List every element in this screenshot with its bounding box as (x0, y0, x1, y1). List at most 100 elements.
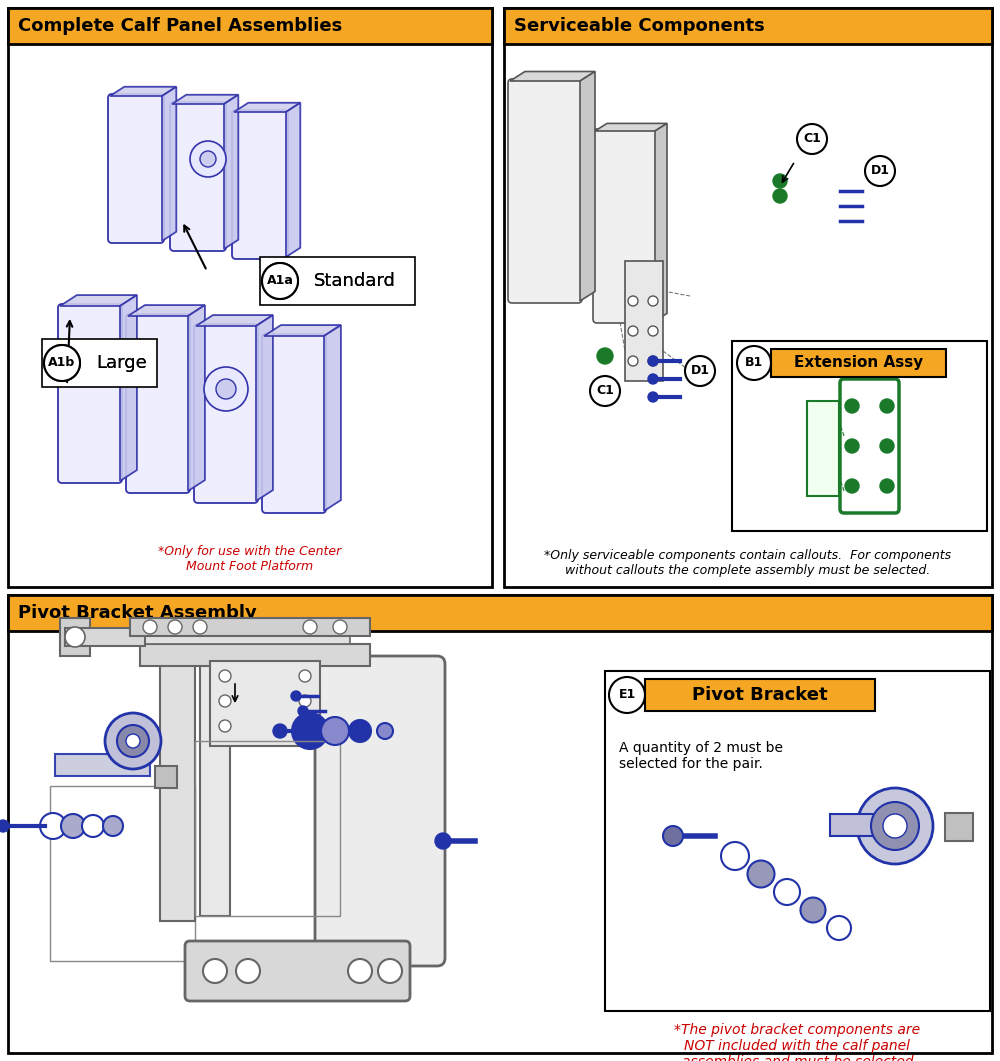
Circle shape (597, 348, 613, 364)
FancyBboxPatch shape (593, 129, 657, 323)
Circle shape (203, 959, 227, 982)
Circle shape (883, 814, 907, 838)
Text: Pivot Bracket Assembly: Pivot Bracket Assembly (18, 604, 257, 622)
FancyBboxPatch shape (58, 305, 122, 483)
Circle shape (648, 356, 658, 366)
Text: *Only serviceable components contain callouts.  For components
without callouts : *Only serviceable components contain cal… (544, 549, 952, 577)
Bar (130, 618, 370, 636)
FancyBboxPatch shape (508, 79, 582, 303)
FancyBboxPatch shape (194, 324, 258, 503)
Circle shape (648, 326, 658, 336)
Circle shape (200, 151, 216, 167)
Circle shape (204, 367, 248, 411)
Bar (732, 341, 987, 530)
Bar (60, 618, 90, 656)
Bar (50, 786, 195, 961)
Circle shape (827, 916, 851, 940)
Circle shape (865, 156, 895, 186)
Polygon shape (60, 295, 137, 306)
Circle shape (773, 174, 787, 188)
Circle shape (299, 695, 311, 707)
Circle shape (628, 326, 638, 336)
Circle shape (219, 669, 231, 682)
Bar (8, 595, 992, 631)
Text: A1b: A1b (48, 356, 76, 369)
Text: Complete Calf Panel Assemblies: Complete Calf Panel Assemblies (18, 17, 342, 35)
Circle shape (273, 724, 287, 738)
Bar (625, 261, 663, 381)
Circle shape (648, 392, 658, 402)
Circle shape (143, 620, 157, 634)
Circle shape (291, 691, 301, 701)
Circle shape (193, 620, 207, 634)
Circle shape (737, 346, 771, 380)
Circle shape (773, 189, 787, 203)
Circle shape (880, 399, 894, 413)
Circle shape (292, 713, 328, 749)
Circle shape (65, 627, 85, 647)
Circle shape (299, 669, 311, 682)
Text: A quantity of 2 must be
selected for the pair.: A quantity of 2 must be selected for the… (619, 741, 783, 771)
Circle shape (82, 815, 104, 837)
Bar (210, 661, 320, 746)
Circle shape (748, 860, 774, 887)
FancyBboxPatch shape (840, 379, 899, 514)
Circle shape (126, 734, 140, 748)
Polygon shape (172, 94, 238, 104)
Text: E1: E1 (618, 689, 636, 701)
Bar (830, 814, 900, 836)
Polygon shape (224, 94, 238, 249)
Circle shape (348, 959, 372, 982)
Bar (945, 813, 973, 841)
Circle shape (845, 439, 859, 453)
Circle shape (721, 842, 749, 870)
Circle shape (435, 833, 451, 849)
Bar (160, 641, 195, 921)
Bar (504, 8, 992, 587)
Circle shape (628, 356, 638, 366)
Circle shape (105, 713, 161, 769)
FancyBboxPatch shape (170, 102, 226, 251)
Polygon shape (324, 325, 341, 511)
Circle shape (857, 788, 933, 864)
Circle shape (880, 439, 894, 453)
Bar (195, 741, 340, 916)
Text: *The pivot bracket components are
NOT included with the calf panel
assemblies an: *The pivot bracket components are NOT in… (674, 1023, 921, 1061)
Circle shape (800, 898, 826, 922)
Text: Pivot Bracket: Pivot Bracket (692, 686, 828, 705)
Circle shape (871, 802, 919, 850)
Circle shape (349, 720, 371, 742)
Circle shape (298, 706, 308, 716)
Text: Extension Assy: Extension Assy (794, 355, 923, 370)
Circle shape (845, 479, 859, 493)
Circle shape (774, 879, 800, 905)
Text: A1a: A1a (267, 275, 293, 288)
Polygon shape (110, 87, 176, 95)
Circle shape (44, 345, 80, 381)
Polygon shape (188, 306, 205, 491)
Circle shape (103, 816, 123, 836)
Polygon shape (580, 71, 595, 301)
Bar (504, 8, 992, 44)
Circle shape (262, 263, 298, 299)
Circle shape (40, 813, 66, 839)
Circle shape (321, 717, 349, 745)
Text: C1: C1 (803, 133, 821, 145)
Polygon shape (196, 315, 273, 326)
Circle shape (648, 296, 658, 306)
Bar (605, 671, 990, 1011)
Bar (65, 628, 145, 646)
Polygon shape (234, 103, 300, 112)
Bar (155, 766, 177, 788)
Text: D1: D1 (870, 164, 890, 177)
Text: B1: B1 (745, 356, 763, 369)
Circle shape (378, 959, 402, 982)
FancyBboxPatch shape (108, 94, 164, 243)
Text: C1: C1 (596, 384, 614, 398)
Bar (8, 8, 492, 587)
Circle shape (216, 379, 236, 399)
Circle shape (219, 720, 231, 732)
Circle shape (44, 345, 80, 381)
Circle shape (685, 356, 715, 386)
Bar (8, 595, 992, 1053)
